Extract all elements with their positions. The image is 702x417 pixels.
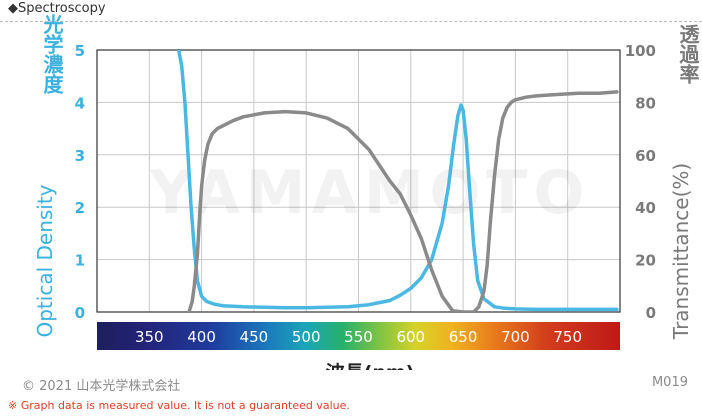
y-axis-right-label: Transmittance(%): [669, 163, 693, 340]
header: ◆Spectroscopy: [0, 0, 702, 22]
disclaimer-note: ※ Graph data is measured value. It is no…: [8, 399, 350, 412]
y-left-tick-label: 5: [75, 42, 85, 60]
x-tick-label: 650: [449, 328, 478, 346]
header-title: ◆Spectroscopy: [8, 1, 106, 16]
y-right-tick-label: 20: [635, 252, 656, 270]
y-right-tick-label: 0: [646, 304, 656, 322]
spectrum-color-bar: [97, 322, 620, 350]
transmittance-line: [187, 90, 619, 312]
y-left-tick-label: 4: [75, 94, 85, 112]
y-left-tick-label: 1: [75, 252, 85, 270]
x-tick-label: 700: [501, 328, 530, 346]
copyright-text: © 2021 山本光学株式会社: [22, 379, 181, 394]
y-axis-left-label-jp: 光学濃度: [40, 14, 64, 95]
plot-frame: [96, 49, 621, 313]
y-left-tick-label: 0: [75, 304, 85, 322]
model-code: M019: [651, 375, 688, 390]
x-tick-label: 750: [553, 328, 582, 346]
optical-density-line: [176, 50, 619, 312]
header-divider: [0, 21, 702, 22]
x-tick-label: 400: [187, 328, 216, 346]
y-left-tick-label: 2: [75, 199, 85, 217]
x-tick-label: 450: [240, 328, 269, 346]
x-axis-label: 波長(nm): [326, 361, 415, 370]
x-tick-label: 350: [135, 328, 164, 346]
y-right-tick-label: 100: [625, 42, 656, 60]
x-tick-label: 600: [396, 328, 425, 346]
spectrum-chart: YAMAMOTO 0 1 2 3 4 5 0 20 40 60 80 100 350 400 450 50…: [33, 14, 700, 370]
y-right-tick-label: 80: [635, 94, 656, 112]
x-tick-label: 550: [344, 328, 373, 346]
y-axis-left-label: Optical Density: [33, 184, 57, 337]
y-left-tick-label: 3: [75, 147, 85, 165]
y-axis-right-label-jp: 透過率: [676, 24, 700, 85]
x-tick-label: 500: [292, 328, 321, 346]
y-right-tick-label: 40: [635, 199, 656, 217]
watermark-logo: YAMAMOTO: [149, 158, 591, 228]
y-right-tick-label: 60: [635, 147, 656, 165]
